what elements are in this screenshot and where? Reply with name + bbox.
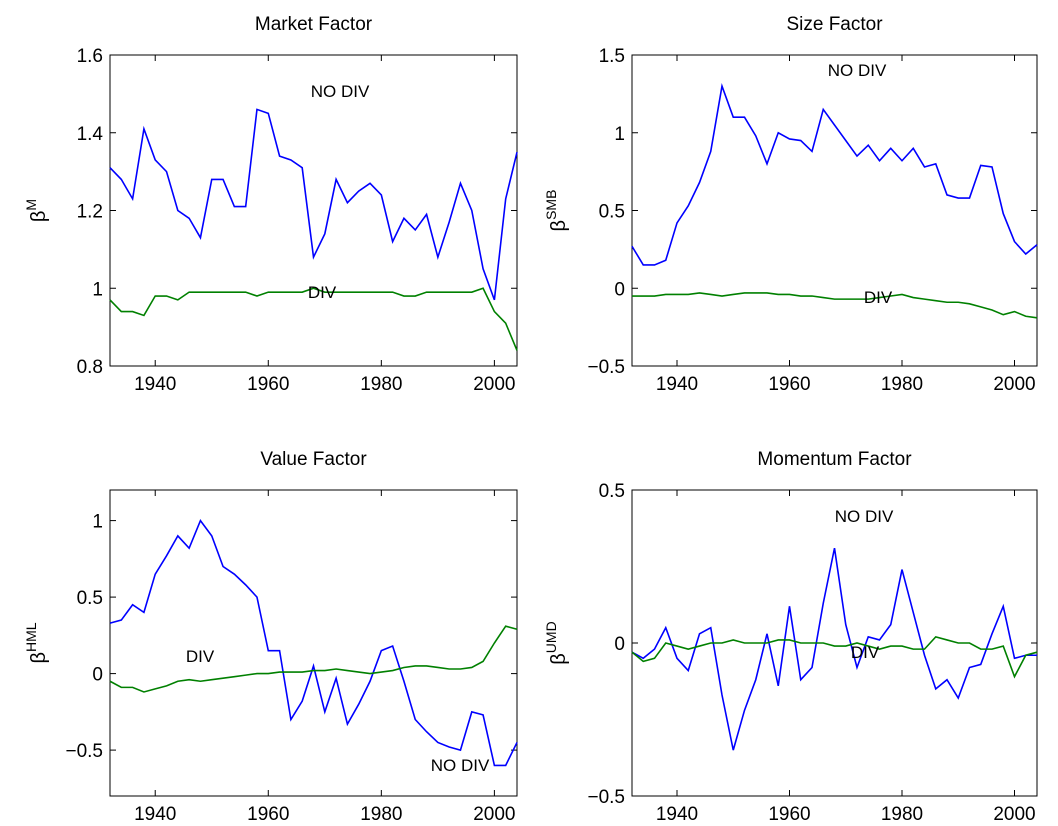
chart-title: Size Factor — [786, 14, 883, 35]
line-series — [109, 518, 518, 767]
line-series — [631, 82, 1038, 266]
series-label: NO DIV — [431, 756, 490, 775]
x-tick-label: 2000 — [993, 804, 1035, 825]
y-tick-label: 0.5 — [599, 481, 625, 502]
plot-area — [631, 489, 1038, 797]
y-label-superscript: M — [23, 199, 39, 211]
y-axis-label: βUMD — [543, 621, 570, 664]
y-label-symbol: β — [548, 653, 570, 665]
x-tick-label: 1940 — [656, 374, 698, 395]
x-tick-label: 1940 — [134, 374, 176, 395]
x-tick-label: 2000 — [473, 374, 515, 395]
y-label-superscript: HML — [23, 622, 39, 652]
line-series — [109, 625, 518, 693]
x-tick-label: 1940 — [656, 804, 698, 825]
plot-area — [631, 54, 1038, 367]
y-tick-label: −0.5 — [587, 787, 625, 808]
plot-area — [109, 489, 518, 797]
chart-title: Momentum Factor — [757, 449, 912, 470]
y-axis-label: βM — [23, 199, 50, 222]
x-tick-label: 1960 — [247, 804, 289, 825]
x-tick-label: 2000 — [993, 374, 1035, 395]
y-tick-label: 1 — [92, 512, 103, 533]
x-tick-label: 1960 — [768, 804, 810, 825]
y-tick-label: 0.5 — [77, 588, 103, 609]
plot-area — [109, 54, 518, 367]
series-label: DIV — [851, 643, 880, 662]
x-tick-label: 1980 — [881, 804, 923, 825]
x-tick-label: 1940 — [134, 804, 176, 825]
y-tick-label: 1.6 — [77, 46, 103, 67]
series-label: NO DIV — [828, 61, 887, 80]
y-tick-label: 1 — [614, 124, 625, 145]
line-series — [109, 108, 518, 301]
x-tick-label: 2000 — [473, 804, 515, 825]
y-tick-label: 0 — [614, 634, 625, 655]
chart-title: Value Factor — [260, 449, 367, 470]
y-tick-label: 0.5 — [599, 202, 625, 223]
y-axis-label: βHML — [23, 622, 50, 663]
y-tick-label: 1 — [92, 279, 103, 300]
y-tick-label: 1.2 — [77, 202, 103, 223]
y-axis-label: βSMB — [543, 190, 570, 232]
y-tick-label: 1.5 — [599, 46, 625, 67]
y-label-symbol: β — [548, 220, 570, 232]
line-series — [632, 292, 1038, 319]
series-label: DIV — [864, 288, 893, 307]
x-tick-label: 1960 — [768, 374, 810, 395]
chart-title: Market Factor — [255, 14, 373, 35]
series-label: NO DIV — [835, 507, 894, 526]
x-tick-label: 1960 — [247, 374, 289, 395]
y-tick-label: −0.5 — [65, 741, 103, 762]
y-label-symbol: β — [28, 652, 50, 664]
y-tick-label: 0 — [92, 665, 103, 686]
y-label-symbol: β — [28, 211, 50, 223]
x-tick-label: 1980 — [360, 374, 402, 395]
x-tick-label: 1980 — [360, 804, 402, 825]
y-tick-label: −0.5 — [587, 357, 625, 378]
x-tick-label: 1980 — [881, 374, 923, 395]
line-series — [631, 547, 1037, 751]
line-series — [631, 635, 1038, 679]
y-label-superscript: SMB — [543, 190, 559, 220]
series-label: DIV — [186, 647, 215, 666]
line-series — [109, 287, 518, 351]
y-tick-label: 0.8 — [77, 357, 103, 378]
y-label-superscript: UMD — [543, 621, 559, 653]
series-label: DIV — [308, 283, 337, 302]
series-label: NO DIV — [311, 82, 370, 101]
y-tick-label: 0 — [614, 279, 625, 300]
y-tick-label: 1.4 — [77, 124, 104, 145]
